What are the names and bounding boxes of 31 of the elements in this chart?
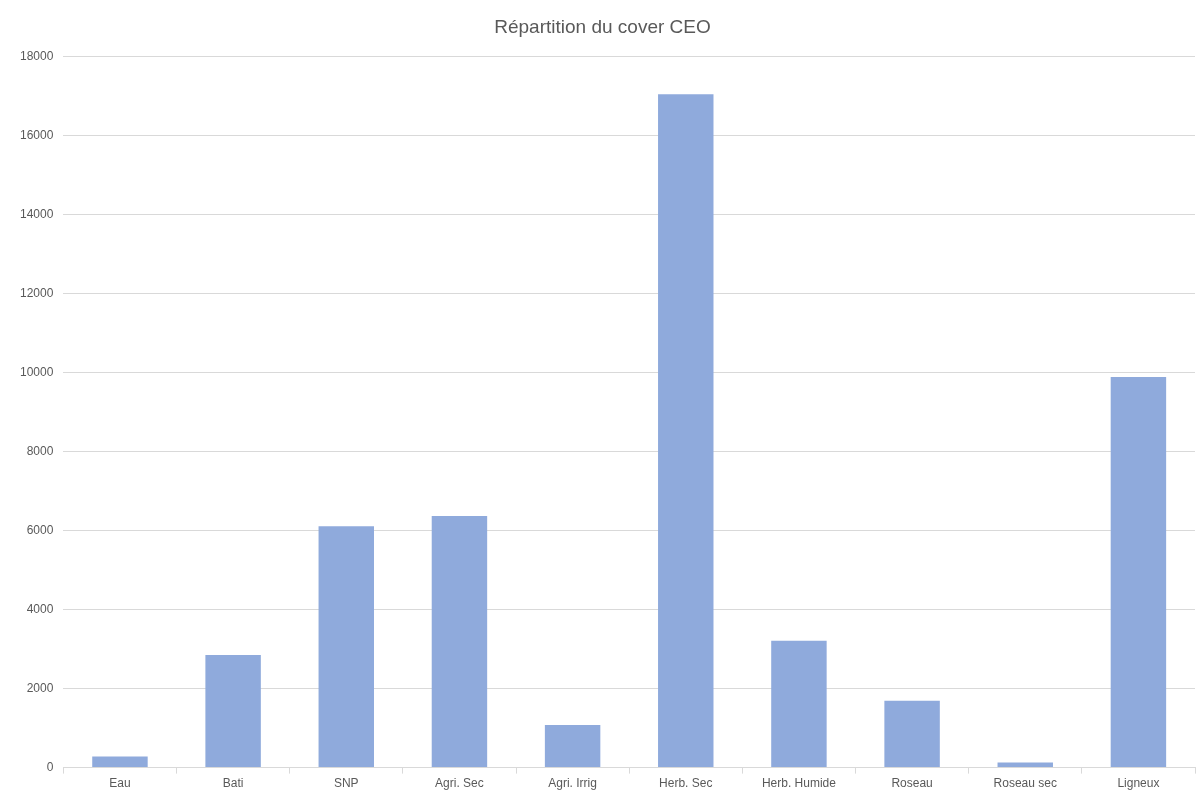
bar [771,640,827,768]
y-tick-label: 18000 [19,49,54,64]
bar [1110,377,1167,768]
y-tick-label: 10000 [19,365,54,380]
bar [884,700,940,768]
y-tick-label: 16000 [19,128,54,143]
x-tick-label: Eau [109,776,131,791]
bar [431,516,488,768]
x-tick-label: Roseau sec [993,776,1057,791]
y-tick-label: 0 [46,759,54,774]
bar [205,655,261,768]
y-tick-label: 12000 [19,286,54,301]
bar [658,94,714,768]
y-tick-label: 4000 [26,601,54,616]
bar [92,756,148,768]
x-tick-label: Herb. Sec [659,776,713,791]
chart-title: Répartition du cover CEO [494,15,711,37]
y-tick-label: 2000 [26,680,54,695]
bar [544,724,601,768]
x-tick-label: Bati [222,776,244,791]
bar [318,526,374,768]
y-tick-label: 14000 [19,207,54,222]
x-tick-label: Agri. Irrig [548,776,597,791]
x-tick-label: Ligneux [1117,776,1160,791]
bar [997,762,1053,768]
y-tick-label: 8000 [26,444,54,458]
x-tick-label: SNP [333,776,359,791]
x-tick-label: Agri. Sec [435,776,484,791]
x-tick-label: Roseau [891,776,933,791]
y-tick-label: 6000 [26,522,54,537]
x-tick-label: Herb. Humide [761,776,837,791]
